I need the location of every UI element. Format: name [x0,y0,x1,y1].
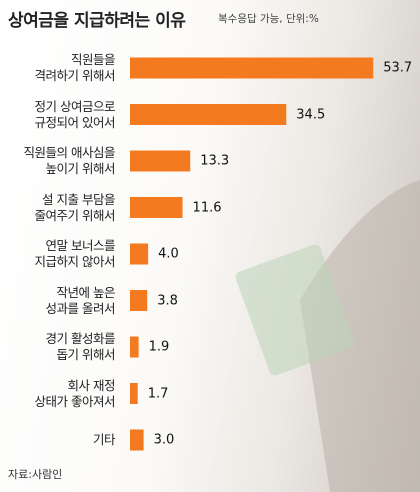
category-label: 설 지출 부담을 줄여주기 위해서 [34,191,116,223]
bar [130,104,287,125]
value-label: 34.5 [296,107,326,122]
value-label: 13.3 [200,153,230,169]
category-label: 직원들의 애사심을 높이기 위해서 [23,145,116,176]
category-label: 회사 재정 상태가 좋아져서 [34,377,116,409]
bar [130,57,374,79]
value-label: 1.9 [148,339,170,355]
money-illustration [235,244,355,376]
value-label: 1.7 [147,386,169,401]
chart-title: 상여금을 지급하려는 이유 [8,11,186,31]
category-label: 기타 [92,432,116,447]
chart-subtitle: 복수응답 가능, 단위:% [218,13,319,25]
category-label: 정기 상여금으로 규정되어 있어서 [34,98,116,130]
bar [130,383,138,404]
category-label: 직원들을 격려하기 위해서 [34,52,116,83]
category-label: 경기 활성화를 돕기 위해서 [45,331,116,362]
value-label: 3.8 [157,293,178,308]
category-label: 연말 보너스를 지급하지 않아서 [34,238,116,269]
bar [130,336,139,358]
bar [130,290,148,311]
photo-shade [300,180,420,492]
bar [130,197,183,218]
value-label: 4.0 [158,246,179,262]
value-label: 11.6 [192,200,222,215]
bar [130,243,149,265]
value-label: 53.7 [383,60,413,76]
value-label: 3.0 [153,432,175,448]
source-note: 자료:사람인 [8,468,63,481]
category-label: 작년에 높은 성과를 올려서 [45,284,116,316]
bar [130,429,144,451]
bar [130,150,191,172]
